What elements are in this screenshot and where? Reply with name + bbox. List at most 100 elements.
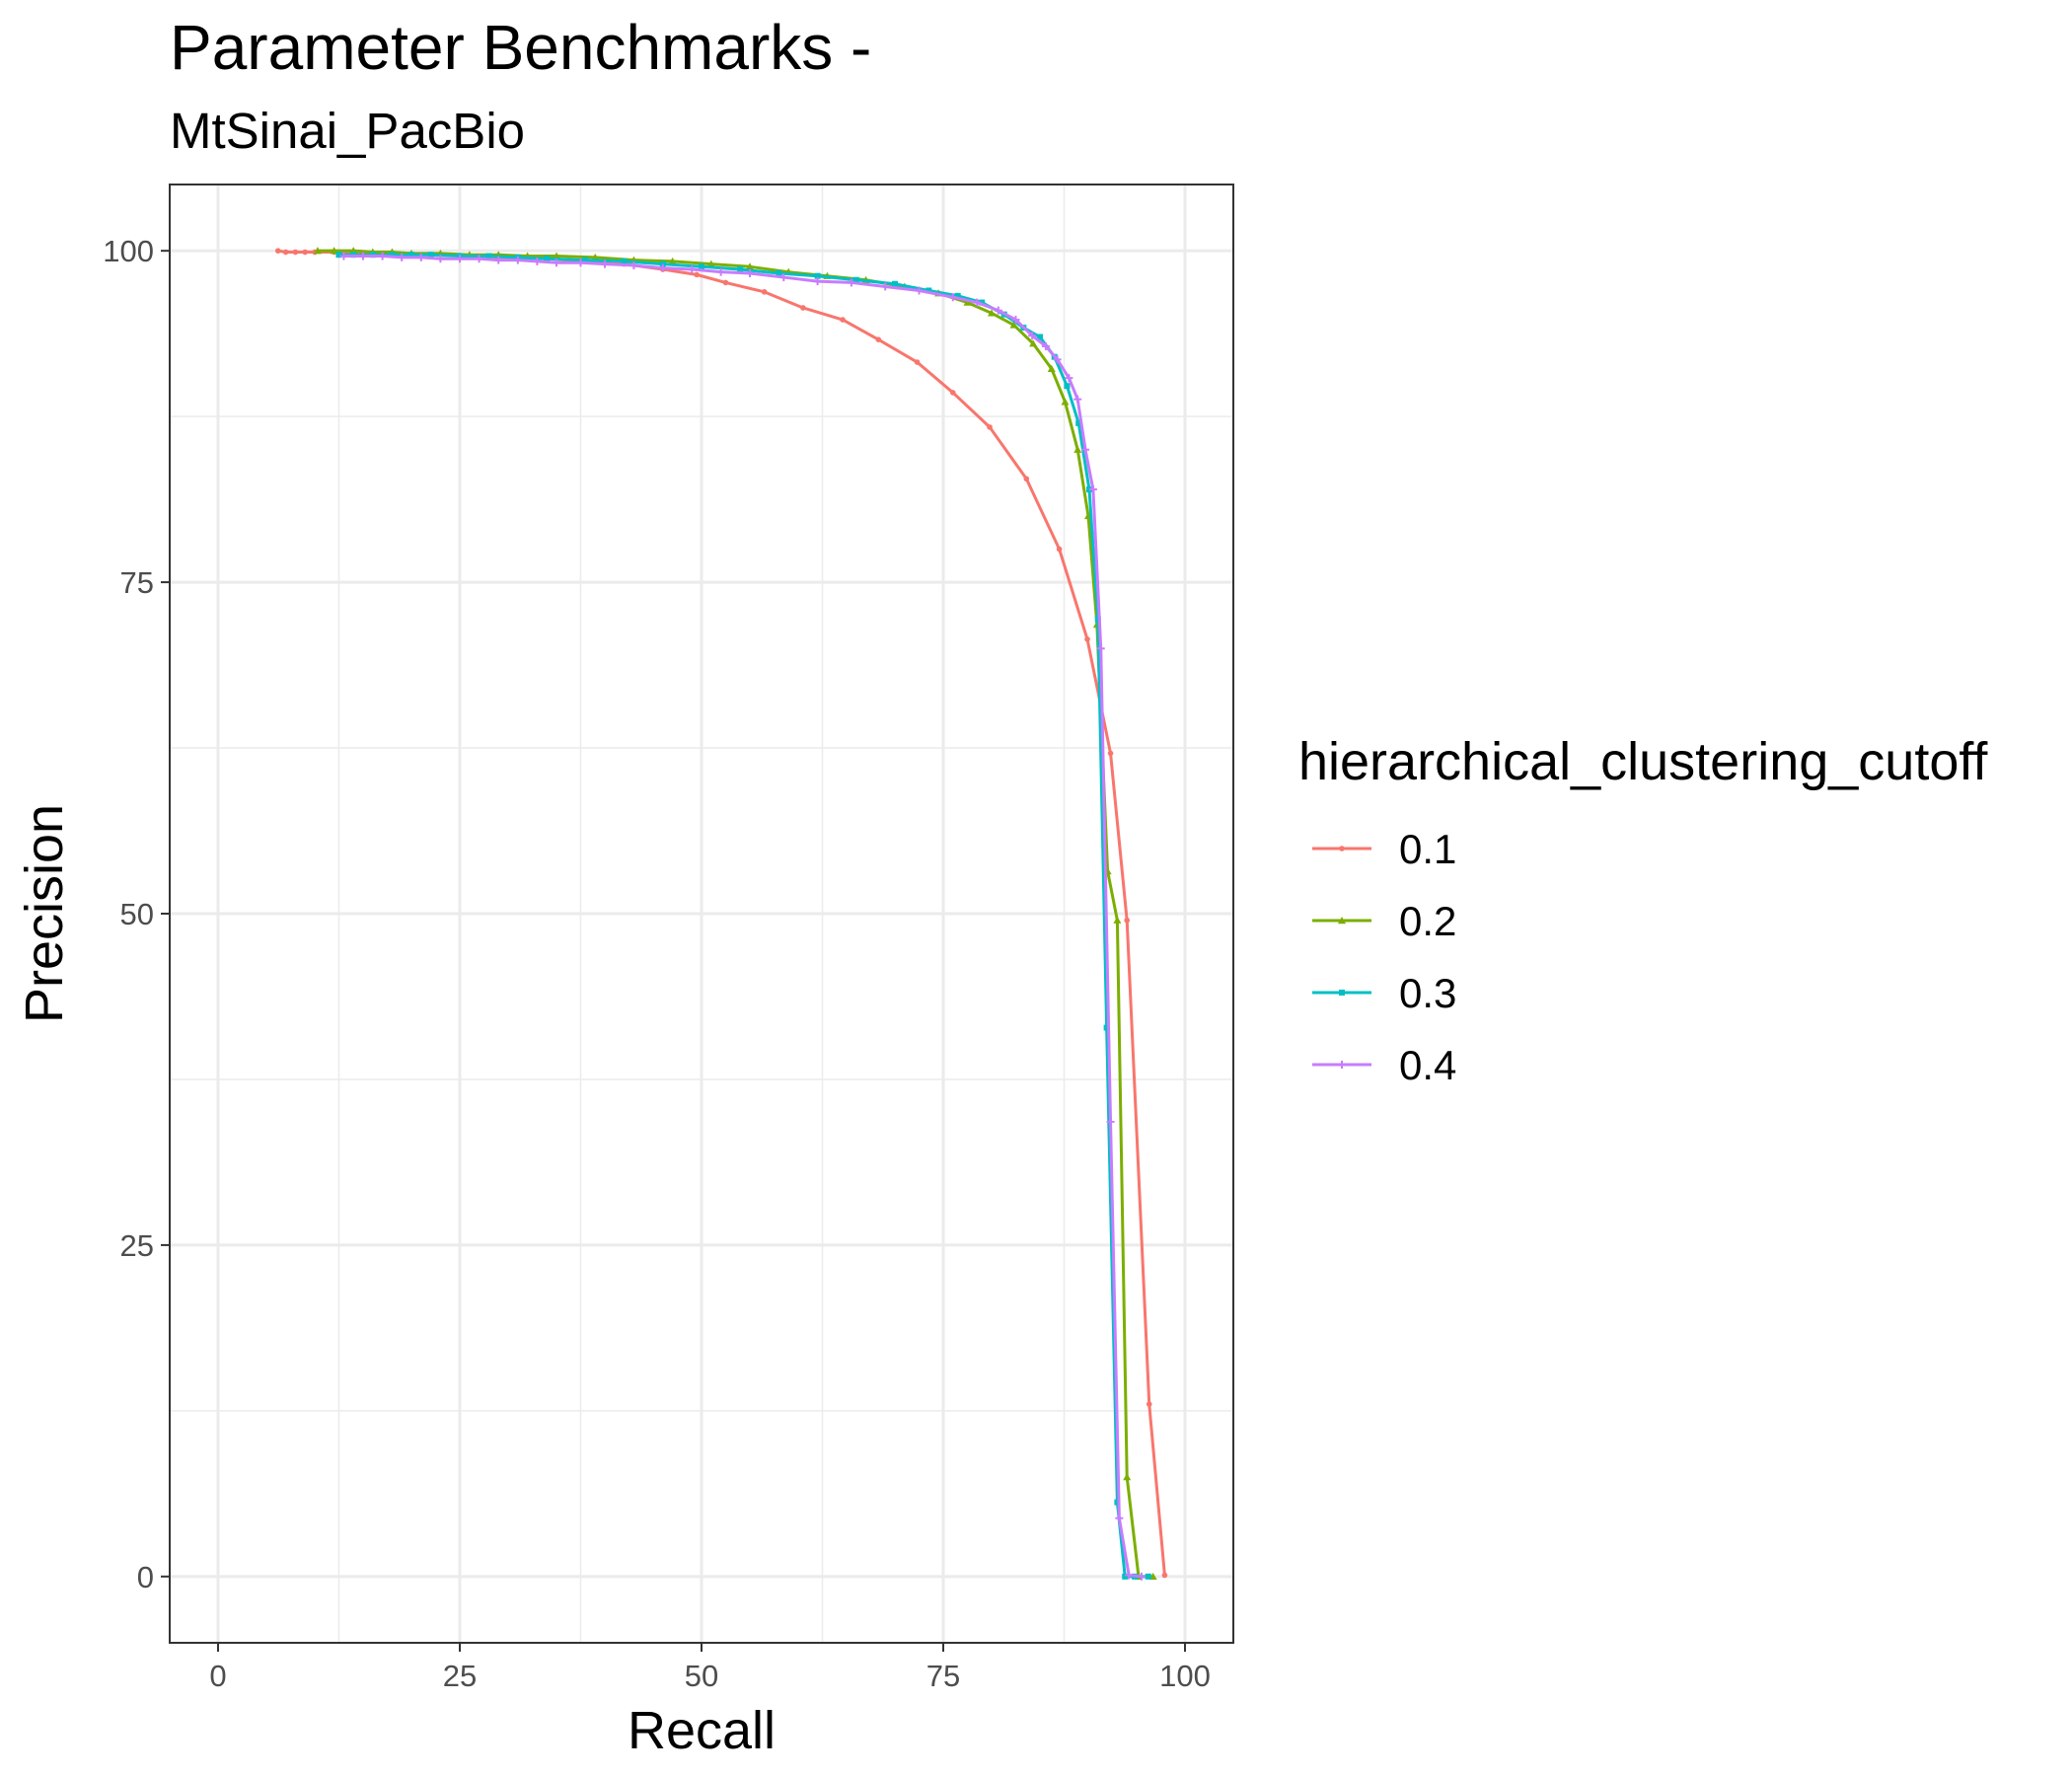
y-tick-label: 75 [120,565,154,600]
data-point [1081,445,1090,454]
data-point [737,265,744,272]
data-point [494,256,503,264]
data-point [1047,364,1056,372]
data-point [1061,398,1070,406]
legend-key-marker [1339,846,1345,851]
data-point [1023,476,1030,482]
data-point [1056,546,1063,553]
data-point [800,305,806,311]
data-point [335,252,342,259]
legend-label: 0.2 [1399,898,1456,944]
data-point [621,258,628,264]
x-axis: 0 25 50 75 100 [209,1643,1211,1693]
legend-item-0.1: 0.1 [1312,826,1456,872]
data-point [1088,485,1097,494]
data-point [1053,355,1062,364]
x-tick-label: 75 [926,1659,960,1693]
data-point [1137,1572,1146,1581]
data-point [979,299,986,306]
data-point [1107,750,1114,757]
data-point [1041,341,1050,350]
data-point [950,390,956,396]
data-point [668,257,677,265]
legend-item-0.3: 0.3 [1312,970,1456,1016]
data-point [988,309,996,317]
data-point [313,247,322,255]
data-point [1106,1117,1115,1126]
legend-label: 0.3 [1399,970,1456,1016]
data-point [1096,644,1105,653]
data-point [875,336,882,343]
data-point [1123,1473,1132,1481]
data-point [1073,445,1082,453]
data-point [1075,419,1082,426]
data-point [513,256,522,264]
data-point [814,272,821,279]
y-tick-label: 0 [137,1560,154,1594]
data-point [1009,321,1018,329]
data-point [1146,1401,1152,1407]
x-axis-title: Recall [628,1701,776,1760]
chart-subtitle: MtSinai_PacBio [170,103,525,159]
x-tick-label: 50 [685,1659,718,1693]
data-point [1124,917,1130,924]
series-0.4 [339,252,1146,1581]
legend-label: 0.4 [1399,1042,1456,1088]
data-point [292,249,299,256]
data-point [389,252,396,259]
data-point [694,271,700,278]
data-point [576,259,585,267]
data-point [427,252,434,259]
data-point [746,262,754,270]
data-point [1028,332,1037,340]
series-layer [274,247,1168,1581]
data-point [1115,1514,1124,1522]
data-point [1122,1573,1129,1580]
data-point [1145,1573,1151,1580]
data-point [852,276,859,283]
data-point [963,298,972,306]
data-point [716,267,725,276]
data-point [1084,636,1090,642]
data-point [973,298,982,307]
data-point [688,264,697,273]
legend-item-0.4: 0.4 [1312,1042,1456,1088]
data-point [274,248,281,254]
data-point [706,259,715,267]
data-point [398,253,407,261]
data-point [659,260,666,267]
data-point [1064,383,1071,390]
data-point [746,269,754,278]
data-point [533,257,542,265]
legend-key-marker [1338,917,1346,925]
data-point [591,253,600,261]
data-point [359,252,367,260]
data-point [1125,1571,1134,1580]
x-tick-label: 0 [209,1659,226,1693]
data-point [456,255,464,263]
data-point [987,424,993,430]
data-point [1114,1499,1121,1506]
data-point [1011,316,1020,325]
x-tick-label: 100 [1159,1659,1211,1693]
data-point [779,273,788,282]
data-point [699,263,704,270]
data-point [658,263,667,272]
data-point [722,279,729,286]
data-point [1161,1572,1168,1579]
data-point [339,252,348,260]
y-axis: 0 25 50 75 100 [103,234,170,1594]
y-tick-label: 50 [120,897,154,931]
plot-panel [169,184,1234,1644]
data-point [776,270,782,277]
data-point [994,306,1002,315]
x-tick-label: 25 [443,1659,477,1693]
data-point [485,253,492,259]
data-point [1073,395,1082,404]
data-point [892,280,898,287]
data-point [1103,1024,1110,1031]
data-point [553,259,560,267]
data-point [408,252,414,259]
data-point [1037,333,1043,340]
